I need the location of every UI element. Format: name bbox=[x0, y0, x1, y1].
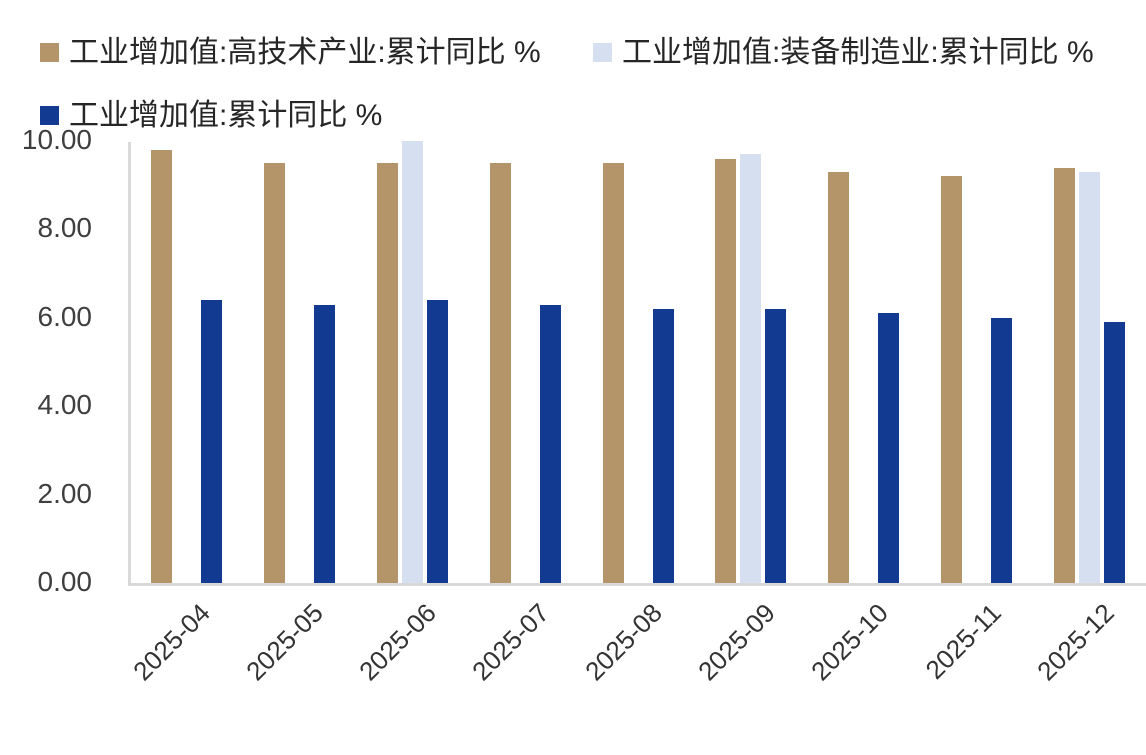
x-tick-label: 2025-09 bbox=[691, 597, 781, 687]
bar bbox=[602, 163, 624, 583]
bar bbox=[263, 163, 285, 583]
legend-item-hightech: 工业增加值:高技术产业:累计同比 % bbox=[40, 36, 541, 69]
bar bbox=[715, 158, 737, 583]
legend-label-equipment: 工业增加值:装备制造业:累计同比 % bbox=[622, 36, 1094, 69]
y-tick-label: 0.00 bbox=[37, 565, 93, 597]
x-tick-label: 2025-10 bbox=[804, 597, 894, 687]
bar bbox=[539, 304, 561, 583]
legend-item-total: 工业增加值:累计同比 % bbox=[40, 99, 382, 132]
y-axis-line bbox=[128, 142, 131, 584]
bar bbox=[313, 304, 335, 583]
legend-swatch-total-icon bbox=[40, 106, 59, 125]
x-tick-label: 2025-12 bbox=[1030, 597, 1120, 687]
bar bbox=[878, 313, 900, 583]
bar bbox=[652, 308, 674, 583]
bar bbox=[150, 149, 172, 583]
bar bbox=[401, 141, 423, 583]
legend-swatch-equipment-icon bbox=[593, 43, 612, 62]
x-tick-label: 2025-08 bbox=[579, 597, 668, 687]
bar bbox=[740, 154, 762, 583]
bar bbox=[941, 176, 963, 583]
bar bbox=[1079, 171, 1101, 583]
x-tick-label: 2025-11 bbox=[919, 597, 1007, 685]
bar bbox=[828, 171, 850, 583]
y-tick-label: 8.00 bbox=[37, 212, 93, 244]
bar bbox=[1054, 167, 1076, 583]
bar bbox=[200, 300, 222, 583]
bar bbox=[1104, 322, 1126, 583]
legend-item-equipment: 工业增加值:装备制造业:累计同比 % bbox=[593, 36, 1094, 69]
bar bbox=[765, 308, 787, 583]
y-tick-label: 4.00 bbox=[37, 389, 93, 421]
x-axis-line bbox=[128, 583, 1146, 586]
bar bbox=[489, 163, 511, 583]
x-tick-label: 2025-06 bbox=[353, 597, 443, 687]
legend-label-hightech: 工业增加值:高技术产业:累计同比 % bbox=[69, 36, 541, 69]
legend-label-total: 工业增加值:累计同比 % bbox=[69, 99, 383, 132]
x-tick-label: 2025-07 bbox=[466, 597, 555, 687]
y-tick-label: 2.00 bbox=[37, 477, 93, 509]
y-tick-label: 10.00 bbox=[21, 123, 92, 155]
legend-swatch-hightech-icon bbox=[40, 43, 59, 62]
y-tick-label: 6.00 bbox=[37, 300, 93, 332]
bar bbox=[991, 317, 1013, 583]
x-tick-label: 2025-04 bbox=[127, 597, 217, 687]
bar bbox=[426, 300, 448, 583]
x-tick-label: 2025-05 bbox=[240, 597, 330, 687]
bar bbox=[376, 163, 398, 583]
